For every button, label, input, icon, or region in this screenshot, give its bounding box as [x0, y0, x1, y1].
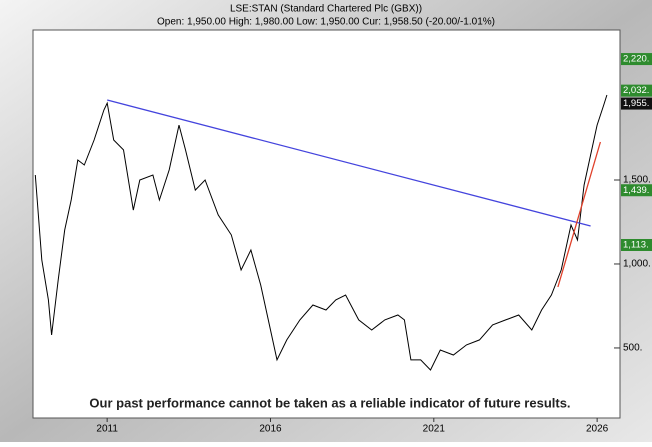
y-tick-label: 500. — [623, 343, 642, 354]
level-box — [621, 184, 652, 197]
x-tick-label: 2021 — [423, 424, 446, 435]
level-label: 2,032. — [623, 85, 649, 96]
y-tick-label: 1,000. — [623, 259, 651, 270]
level-box — [621, 238, 652, 251]
chart-subtitle: Open: 1,950.00 High: 1,980.00 Low: 1,950… — [157, 17, 495, 28]
level-label: 1,113. — [623, 240, 649, 251]
trend-line — [557, 141, 602, 288]
x-tick-label: 2016 — [259, 424, 282, 435]
x-tick-label: 2011 — [96, 424, 118, 435]
level-label: 2,220. — [623, 54, 649, 65]
level-label: 1,439. — [623, 185, 649, 196]
y-tick-label: 1,500. — [623, 175, 651, 186]
x-tick-label: 2026 — [586, 424, 609, 435]
trend-line — [107, 99, 591, 227]
level-box — [621, 53, 652, 66]
disclaimer: Our past performance cannot be taken as … — [89, 395, 570, 410]
level-box — [621, 84, 652, 97]
level-box — [621, 97, 652, 110]
plot-area — [32, 29, 621, 419]
price-line — [34, 94, 608, 371]
chart-title: LSE:STAN (Standard Chartered Plc (GBX)) — [230, 4, 422, 15]
level-label: 1,955. — [623, 98, 649, 109]
